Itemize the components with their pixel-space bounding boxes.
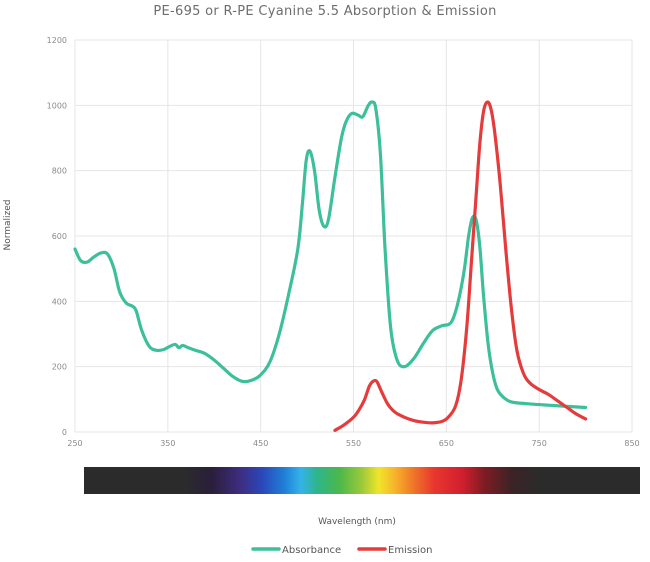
x-tick-label: 350 xyxy=(160,439,175,448)
x-tick-label: 550 xyxy=(346,439,361,448)
legend: Absorbance Emission xyxy=(251,545,433,556)
grid-lines xyxy=(74,39,633,433)
legend-item-absorbance[interactable]: Absorbance xyxy=(251,545,341,556)
spectrum-bar xyxy=(84,467,640,494)
series-lines xyxy=(73,100,588,432)
x-tick-label: 650 xyxy=(439,439,454,448)
y-tick-label: 200 xyxy=(52,363,67,372)
y-axis-label: Normalized xyxy=(3,199,13,250)
y-tick-label: 600 xyxy=(52,232,67,241)
legend-item-emission[interactable]: Emission xyxy=(357,545,433,556)
y-tick-label: 1000 xyxy=(47,101,67,110)
x-tick-label: 750 xyxy=(532,439,547,448)
tick-labels: 250 350 450 550 650 750 850 0 200 400 600 800 1000 12… xyxy=(47,36,640,448)
x-axis-label: Wavelength (nm) xyxy=(318,517,396,527)
legend-label-emission: Emission xyxy=(388,545,433,556)
x-tick-label: 850 xyxy=(624,439,639,448)
series-line-emission[interactable] xyxy=(333,100,588,432)
legend-label-absorbance: Absorbance xyxy=(282,545,341,556)
y-tick-label: 400 xyxy=(52,297,67,306)
series-line-absorbance[interactable] xyxy=(73,100,588,410)
y-tick-label: 1200 xyxy=(47,36,67,45)
x-tick-label: 250 xyxy=(67,439,82,448)
y-tick-label: 800 xyxy=(52,167,67,176)
x-tick-label: 450 xyxy=(253,439,268,448)
chart-title: PE-695 or R-PE Cyanine 5.5 Absorption & … xyxy=(153,4,497,19)
y-tick-label: 0 xyxy=(62,428,67,437)
